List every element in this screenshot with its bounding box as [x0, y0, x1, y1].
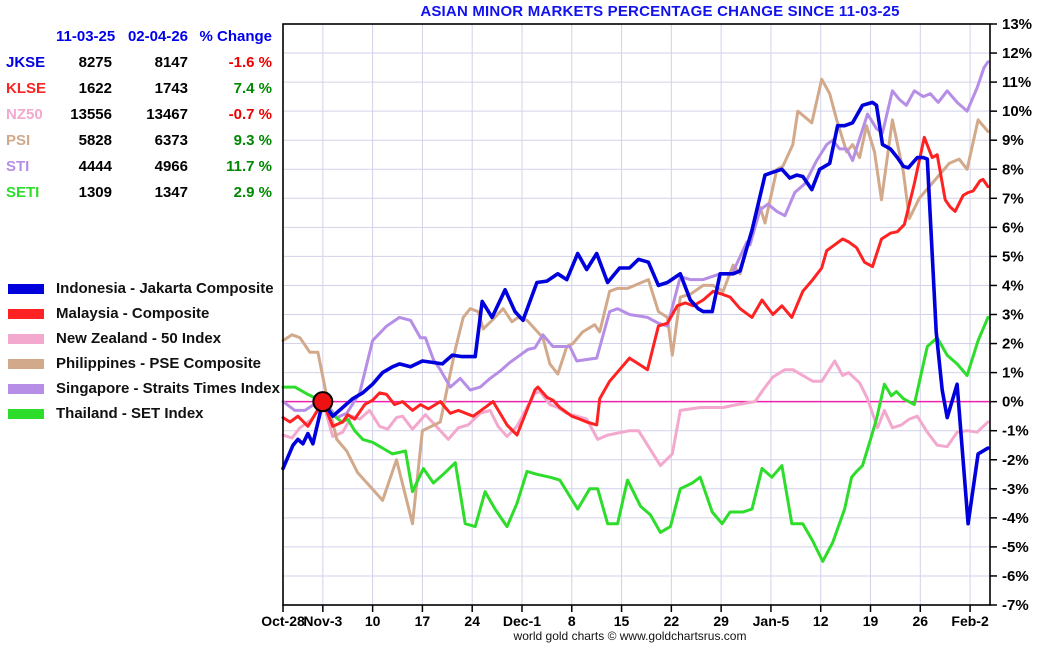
x-tick-label: 19 [863, 613, 879, 629]
legend-label: Thailand - SET Index [56, 405, 204, 422]
x-tick-label: 8 [568, 613, 576, 629]
legend-item-thailand: Thailand - SET Index [8, 401, 280, 426]
klse-start-value: 1622 [78, 80, 112, 97]
row-label-klse: KLSE [6, 80, 47, 97]
philippines-color-swatch [8, 358, 44, 369]
y-tick-label: 13% [1002, 16, 1032, 33]
start-date-marker-dot [312, 391, 334, 413]
y-tick-label: -1% [1002, 423, 1029, 440]
y-tick-label: -3% [1002, 481, 1029, 498]
x-tick-label: 15 [614, 613, 630, 629]
x-tick-label: Jan-5 [753, 613, 790, 629]
x-tick-label: Nov-3 [303, 613, 342, 629]
klse-end-value: 1743 [154, 80, 188, 97]
series-line [281, 315, 990, 563]
jkse-pct-change: -1.6 % [228, 54, 272, 71]
y-axis-labels: 13% 12% 11% 10% 9% 8% 7% 6% 5% 4% 3% 2% 1% 0% -1% -2% -3… [1002, 16, 1032, 614]
row-label-nz50: NZ50 [6, 106, 43, 123]
indonesia-color-swatch [8, 283, 44, 294]
legend-item-philippines: Philippines - PSE Composite [8, 351, 280, 376]
singapore-color-swatch [8, 383, 44, 394]
x-tick-label: 26 [913, 613, 929, 629]
row-label-seti: SETI [6, 184, 40, 201]
thailand-color-swatch [8, 408, 44, 419]
y-tick-label: 4% [1002, 277, 1024, 294]
y-tick-label: -5% [1002, 539, 1029, 556]
col-header-start-date: 11-03-25 [56, 28, 116, 45]
seti-start-value: 1309 [78, 184, 112, 201]
klse-pct-change: 7.4 % [233, 80, 272, 97]
nz50-end-value: 13467 [146, 106, 188, 123]
y-tick-label: -7% [1002, 597, 1029, 614]
y-tick-label: 10% [1002, 103, 1032, 120]
y-tick-label: -2% [1002, 452, 1029, 469]
legend-item-malaysia: Malaysia - Composite [8, 301, 280, 326]
y-tick-label: 3% [1002, 307, 1024, 324]
col-header-pct-change: % Change [199, 28, 272, 45]
legend-label: New Zealand - 50 Index [56, 330, 222, 347]
y-tick-label: 8% [1002, 161, 1024, 178]
jkse-end-value: 8147 [154, 54, 188, 71]
x-tick-label: Dec-1 [503, 613, 541, 629]
data-series [281, 60, 990, 563]
legend-label: Indonesia - Jakarta Composite [56, 280, 274, 297]
y-tick-label: 9% [1002, 132, 1024, 149]
y-tick-label: 1% [1002, 365, 1024, 382]
y-tick-label: 2% [1002, 336, 1024, 353]
seti-pct-change: 2.9 % [233, 184, 272, 201]
x-tick-label: Oct-28 [261, 613, 305, 629]
y-tick-label: 6% [1002, 219, 1024, 236]
psi-end-value: 6373 [154, 132, 188, 149]
x-tick-label: 12 [813, 613, 829, 629]
quote-table: 11-03-25 02-04-26 % Change JKSE 8275 814… [6, 24, 272, 206]
x-tick-label: 10 [365, 613, 381, 629]
nz50-pct-change: -0.7 % [228, 106, 272, 123]
sti-pct-change: 11.7 % [226, 158, 272, 175]
x-tick-label: Feb-2 [951, 613, 989, 629]
jkse-start-value: 8275 [78, 54, 112, 71]
series-line [281, 135, 990, 437]
seti-end-value: 1347 [154, 184, 188, 201]
sti-end-value: 4966 [154, 158, 188, 175]
x-tick-label: 29 [713, 613, 729, 629]
sti-start-value: 4444 [78, 158, 112, 175]
legend-label: Malaysia - Composite [56, 305, 210, 322]
chart-legend: Indonesia - Jakarta Composite Malaysia -… [8, 276, 280, 426]
page-title: ASIAN MINOR MARKETS PERCENTAGE CHANGE SI… [420, 3, 900, 20]
legend-item-indonesia: Indonesia - Jakarta Composite [8, 276, 280, 301]
row-label-psi: PSI [6, 132, 31, 149]
legend-label: Singapore - Straits Times Index [56, 380, 280, 397]
copyright-footer: world gold charts © www.goldchartsrus.co… [513, 629, 747, 643]
series-line [281, 359, 990, 468]
y-tick-label: 12% [1002, 45, 1032, 62]
y-tick-label: 11% [1002, 74, 1031, 91]
row-label-jkse: JKSE [6, 54, 46, 71]
nz50-start-value: 13556 [70, 106, 112, 123]
malaysia-color-swatch [8, 308, 44, 319]
legend-item-new-zealand: New Zealand - 50 Index [8, 326, 280, 351]
y-tick-label: 7% [1002, 190, 1024, 207]
new-zealand-color-swatch [8, 333, 44, 344]
y-tick-label: 0% [1002, 394, 1024, 411]
psi-pct-change: 9.3 % [233, 132, 272, 149]
x-tick-label: 17 [415, 613, 431, 629]
psi-start-value: 5828 [78, 132, 112, 149]
x-tick-label: 22 [664, 613, 680, 629]
row-label-sti: STI [6, 158, 30, 175]
y-tick-label: 5% [1002, 248, 1024, 265]
series-line [281, 100, 990, 526]
legend-item-singapore: Singapore - Straits Times Index [8, 376, 280, 401]
x-tick-label: 24 [464, 613, 480, 629]
legend-label: Philippines - PSE Composite [56, 355, 262, 372]
y-tick-label: -4% [1002, 510, 1029, 527]
y-tick-label: -6% [1002, 568, 1029, 585]
axis-ticks [282, 23, 997, 612]
col-header-end-date: 02-04-26 [127, 28, 188, 45]
series-line [281, 77, 990, 526]
